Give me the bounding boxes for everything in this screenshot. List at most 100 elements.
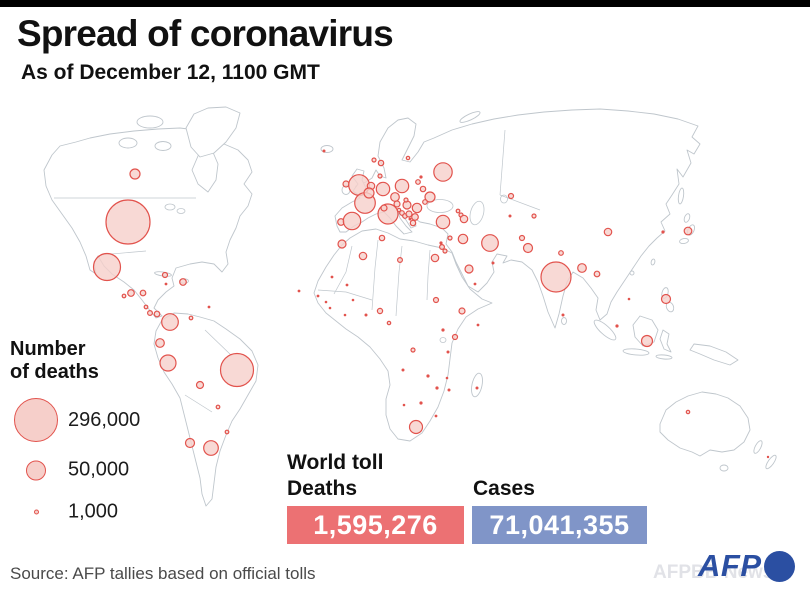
world-toll-boxes: 1,595,276 71,041,355 [287, 506, 652, 544]
page-title: Spread of coronavirus [17, 13, 394, 54]
death-bubble [476, 323, 480, 327]
death-bubble [441, 328, 445, 332]
death-bubble [640, 334, 654, 348]
death-bubble [577, 263, 587, 273]
death-bubble [473, 282, 477, 286]
top-bar [0, 0, 810, 7]
death-bubble [408, 419, 424, 435]
death-bubble [593, 270, 601, 278]
legend-title-line2: of deaths [10, 361, 99, 383]
death-bubble [153, 310, 161, 318]
island-madagascar [471, 372, 483, 398]
death-bubble [328, 306, 332, 310]
death-bubble [316, 294, 320, 298]
island-sulawesi [659, 329, 672, 353]
death-bubble [491, 261, 495, 265]
death-bubble [364, 313, 368, 317]
death-bubble [155, 338, 165, 348]
death-bubble [442, 248, 448, 254]
death-bubble [345, 283, 349, 287]
death-bubble [481, 234, 499, 252]
death-bubble [405, 155, 411, 161]
death-bubble [159, 354, 177, 372]
death-bubble [224, 429, 230, 435]
death-bubble [179, 278, 187, 286]
death-bubble [207, 305, 211, 309]
death-bubble [518, 234, 526, 242]
death-bubble [419, 175, 423, 179]
island-new-zealand [765, 454, 777, 470]
arctic-island [154, 141, 172, 151]
deaths-label: Deaths [287, 477, 358, 500]
death-bubble [685, 409, 691, 415]
death-bubble [415, 179, 421, 185]
legend-label: 1,000 [68, 500, 119, 523]
death-bubble [419, 185, 427, 193]
death-bubble [375, 181, 391, 197]
death-bubble [435, 214, 451, 230]
death-bubble [426, 374, 430, 378]
death-bubble [92, 252, 122, 282]
cases-value-box: 71,041,355 [472, 506, 647, 544]
death-bubble [203, 440, 219, 456]
death-bubble [411, 213, 419, 221]
island-greenland [185, 106, 241, 158]
legend-circle-cell [4, 398, 68, 442]
death-bubble [409, 219, 417, 227]
death-bubble [297, 289, 301, 293]
death-bubble [129, 168, 141, 180]
afp-globe-icon [763, 550, 795, 582]
death-bubble [394, 178, 410, 194]
deaths-value-box: 1,595,276 [287, 506, 464, 544]
death-bubble [396, 207, 402, 213]
island-new-zealand [753, 440, 763, 454]
death-bubble [435, 386, 439, 390]
death-bubble [188, 315, 194, 321]
death-bubble [457, 233, 469, 245]
island-sri-lanka [561, 317, 567, 325]
death-bubble [322, 149, 326, 153]
death-bubble [464, 264, 474, 274]
island-novaya-zemlya [459, 111, 481, 123]
legend-title-line1: Number [10, 338, 86, 360]
afp-logo: AFPBB News AFP [653, 548, 795, 584]
island-sakhalin [677, 187, 685, 205]
caspian-sea [469, 200, 485, 226]
death-bubble [161, 271, 169, 279]
death-bubble [561, 313, 565, 317]
legend-item-large: 296,000 [4, 398, 140, 442]
death-bubble [219, 352, 255, 388]
death-bubble [121, 293, 127, 299]
death-bubble [411, 202, 423, 214]
death-bubble [660, 293, 672, 305]
cases-label: Cases [473, 477, 535, 500]
death-bubbles [92, 149, 770, 459]
death-bubble [447, 388, 451, 392]
source-note: Source: AFP tallies based on official to… [10, 564, 316, 583]
death-bubble [445, 376, 449, 380]
death-bubble [147, 310, 154, 317]
death-bubble [433, 162, 453, 182]
death-bubble [397, 257, 404, 264]
death-bubble [143, 304, 149, 310]
death-bubble [408, 217, 412, 221]
legend-circle-cell [4, 460, 68, 480]
death-bubble [683, 226, 693, 236]
legend-title: Number of deaths [10, 338, 99, 384]
death-bubble [393, 200, 401, 208]
death-bubble [380, 204, 388, 212]
death-bubble [627, 297, 631, 301]
death-bubble [371, 157, 377, 163]
death-bubble [403, 197, 409, 203]
death-bubble [342, 211, 362, 231]
island-sumatra [593, 319, 617, 341]
island-lesser-sunda [655, 354, 673, 360]
death-bubble [615, 324, 619, 328]
great-lake [164, 203, 176, 211]
death-bubble [540, 261, 572, 293]
death-bubble [164, 282, 168, 286]
death-bubble [358, 251, 368, 261]
map-legend: Number of deaths [10, 338, 99, 384]
lake-victoria [439, 337, 447, 343]
death-bubble [195, 380, 205, 390]
